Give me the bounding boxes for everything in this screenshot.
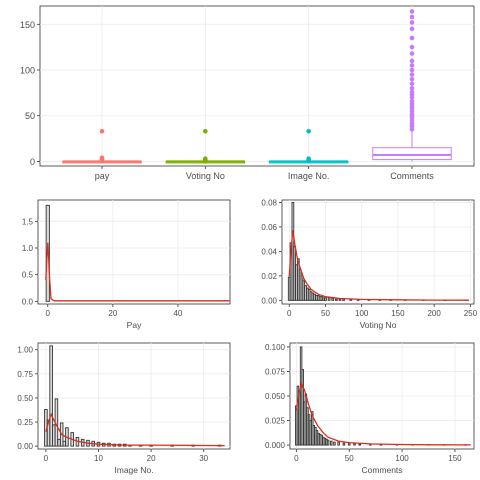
image-no--outlier-point [306, 128, 311, 134]
x-tick-label: 20 [147, 454, 156, 463]
comments-outlier-point [409, 85, 415, 91]
x-tick-label: 200 [427, 309, 441, 318]
histogram-bar [337, 441, 340, 446]
histogram-bar [334, 298, 338, 301]
boxplot-panel: 0 50 100 150 pay Voting No Image No. Comments [20, 5, 475, 181]
x-axis-label: Pay [127, 320, 142, 330]
y-tick-label: 150 [20, 20, 35, 30]
comments-outlier-point [409, 63, 415, 68]
comments-outlier-point [409, 58, 415, 64]
histogram-bar [338, 298, 342, 301]
histogram-bar [331, 298, 335, 301]
image-no--outlier-point [306, 156, 311, 161]
x-axis-label: Image No. [114, 465, 153, 475]
comments-outlier-point [409, 81, 415, 87]
histogram-bar [327, 297, 331, 301]
histogram-bar [347, 442, 351, 446]
y-tick-label: 1.5 [22, 217, 34, 226]
pay-outlier-point [99, 155, 105, 161]
y-tick-label: 0.00 [17, 442, 33, 451]
comments-outlier-point [409, 14, 415, 20]
x-tick-label: 40 [173, 309, 182, 318]
histogram-bar [353, 443, 356, 446]
x-tick-label: 30 [199, 454, 208, 463]
y-tick-label: 0.0 [22, 297, 34, 306]
x-tick-label: Image No. [288, 171, 330, 181]
pay-histogram-panel: 0.0 0.5 1.0 1.5 0 20 40 Pay [22, 199, 231, 330]
density-curve [288, 230, 469, 301]
image-no-histogram-panel-border [37, 342, 231, 450]
y-tick-label: 100 [20, 66, 35, 76]
comments-outlier-point [409, 67, 415, 73]
density-curve [295, 381, 471, 446]
y-tick-label: 0.04 [261, 247, 277, 256]
y-tick-label: 0.25 [17, 418, 33, 427]
x-tick-label: Comments [390, 171, 434, 181]
x-tick-label: Voting No [186, 171, 225, 181]
x-tick-label: 0 [46, 309, 51, 318]
y-tick-label: 0.00 [261, 296, 277, 305]
y-tick-label: 1.0 [22, 244, 34, 253]
histogram-bar [358, 443, 362, 446]
x-tick-label: 50 [321, 309, 330, 318]
y-tick-label: 0.100 [265, 343, 286, 352]
x-tick-label: 150 [391, 309, 405, 318]
voting-no-histogram-panel: 0.00 0.02 0.04 0.06 0.08 0 50 100 150 200 250 Votin… [261, 198, 477, 330]
histogram-bar [342, 442, 346, 446]
image-no-histogram-panel: 0.00 0.25 0.50 0.75 1.00 0 10 20 30 Image No. [17, 342, 231, 475]
y-tick-label: 0.08 [261, 198, 277, 207]
density-curve [45, 412, 225, 447]
x-tick-label: 100 [355, 309, 369, 318]
x-tick-label: 150 [448, 454, 462, 463]
x-axis-label: Comments [361, 465, 402, 475]
x-tick-label: pay [95, 171, 110, 181]
histogram-bar [49, 345, 53, 447]
x-tick-label: 0 [287, 309, 292, 318]
voting-no-outlier-point [203, 156, 208, 161]
y-tick-label: 0 [30, 157, 35, 167]
density-curve [45, 242, 230, 302]
comments-outlier-point [409, 51, 415, 56]
comments-outlier-point [409, 72, 415, 77]
voting-no-histogram-panel-border [281, 199, 475, 305]
comments-outlier-point [409, 89, 415, 95]
y-tick-label: 0.075 [265, 367, 286, 376]
histogram-bar [324, 297, 327, 301]
pay-histogram-panel-border [37, 199, 231, 305]
comments-outlier-point [409, 98, 415, 104]
histogram-bar [333, 441, 336, 446]
x-tick-label: 0 [44, 454, 49, 463]
x-axis-label: Voting No [360, 320, 397, 330]
x-tick-label: 10 [94, 454, 103, 463]
histogram-bar [326, 439, 330, 446]
y-tick-label: 1.00 [17, 346, 33, 355]
x-tick-label: 20 [108, 309, 117, 318]
comments-outlier-point [409, 20, 415, 25]
y-tick-label: 0.5 [22, 271, 34, 280]
y-tick-label: 0.025 [265, 417, 286, 426]
y-tick-label: 50 [25, 111, 35, 121]
comments-histogram-panel: 0.000 0.025 0.050 0.075 0.100 0 50 100 150 Commen… [265, 342, 475, 475]
comments-box [372, 147, 452, 161]
x-tick-label: 100 [395, 454, 409, 463]
y-tick-label: 0.050 [265, 392, 286, 401]
y-tick-label: 0.000 [265, 441, 286, 450]
histogram-bar [329, 440, 333, 446]
comments-outlier-point [409, 76, 415, 82]
y-tick-label: 0.02 [261, 272, 277, 281]
x-tick-label: 0 [294, 454, 299, 463]
comments-outlier-point [409, 26, 415, 32]
y-tick-label: 0.06 [261, 223, 277, 232]
comments-outlier-point [409, 44, 415, 50]
comments-outlier-point [409, 35, 415, 41]
y-tick-label: 0.75 [17, 370, 33, 379]
voting-no-outlier-point [203, 128, 208, 134]
pay-outlier-point [99, 128, 105, 134]
boxplot-panel-border [39, 5, 475, 167]
x-tick-label: 250 [464, 309, 478, 318]
y-tick-label: 0.50 [17, 394, 33, 403]
x-tick-label: 50 [345, 454, 354, 463]
comments-outlier-point [409, 9, 415, 14]
